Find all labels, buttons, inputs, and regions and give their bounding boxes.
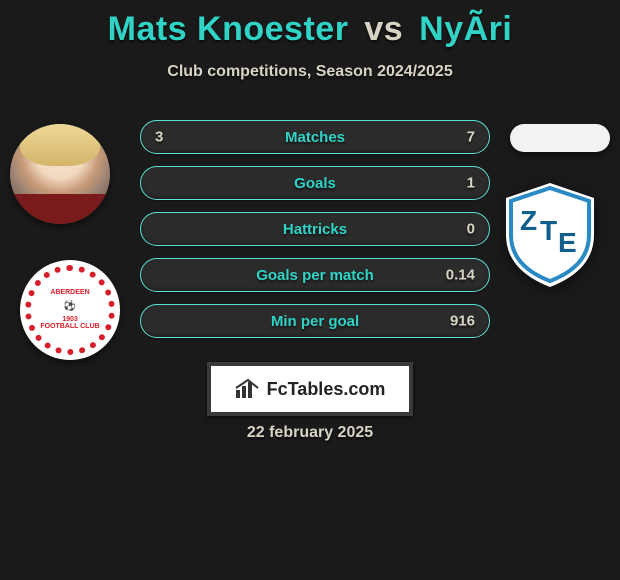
club1-bottom-text: FOOTBALL CLUB (40, 323, 99, 331)
stat-label: Min per goal (271, 313, 359, 330)
club2-badge: Z T E (500, 180, 600, 290)
player1-avatar (10, 124, 110, 224)
player2-name: NyÃri (419, 10, 512, 48)
player2-avatar (510, 124, 610, 152)
date-text: 22 february 2025 (0, 424, 620, 442)
svg-text:E: E (558, 227, 577, 258)
chart-icon (235, 378, 261, 400)
brand-text: FcTables.com (267, 379, 386, 400)
comparison-title: Mats Knoester vs NyÃri (0, 0, 620, 49)
stat-label: Hattricks (283, 221, 347, 238)
stat-label: Goals (294, 175, 336, 192)
stat-right-value: 0 (467, 221, 475, 238)
club1-year: 1903 (40, 316, 99, 324)
svg-text:T: T (540, 215, 557, 246)
subtitle: Club competitions, Season 2024/2025 (0, 63, 620, 81)
stat-row-goals: Goals 1 (140, 166, 490, 200)
stat-label: Matches (285, 129, 345, 146)
player1-name: Mats Knoester (108, 10, 349, 48)
stat-row-goals-per-match: Goals per match 0.14 (140, 258, 490, 292)
club1-badge-inner: ABERDEEN ⚽ 1903 FOOTBALL CLUB (25, 265, 115, 355)
club1-top-text: ABERDEEN (40, 289, 99, 297)
stat-label: Goals per match (256, 267, 374, 284)
brand-badge: FcTables.com (207, 362, 413, 416)
vs-label: vs (364, 10, 403, 48)
stat-right-value: 0.14 (446, 267, 475, 284)
svg-text:Z: Z (520, 205, 537, 236)
stat-right-value: 1 (467, 175, 475, 192)
stat-right-value: 916 (450, 313, 475, 330)
stat-left-value: 3 (155, 129, 163, 146)
stat-row-matches: 3 Matches 7 (140, 120, 490, 154)
stat-row-hattricks: Hattricks 0 (140, 212, 490, 246)
club1-badge: ABERDEEN ⚽ 1903 FOOTBALL CLUB (20, 260, 120, 360)
stat-right-value: 7 (467, 129, 475, 146)
stat-row-min-per-goal: Min per goal 916 (140, 304, 490, 338)
stats-panel: 3 Matches 7 Goals 1 Hattricks 0 Goals pe… (140, 120, 490, 350)
